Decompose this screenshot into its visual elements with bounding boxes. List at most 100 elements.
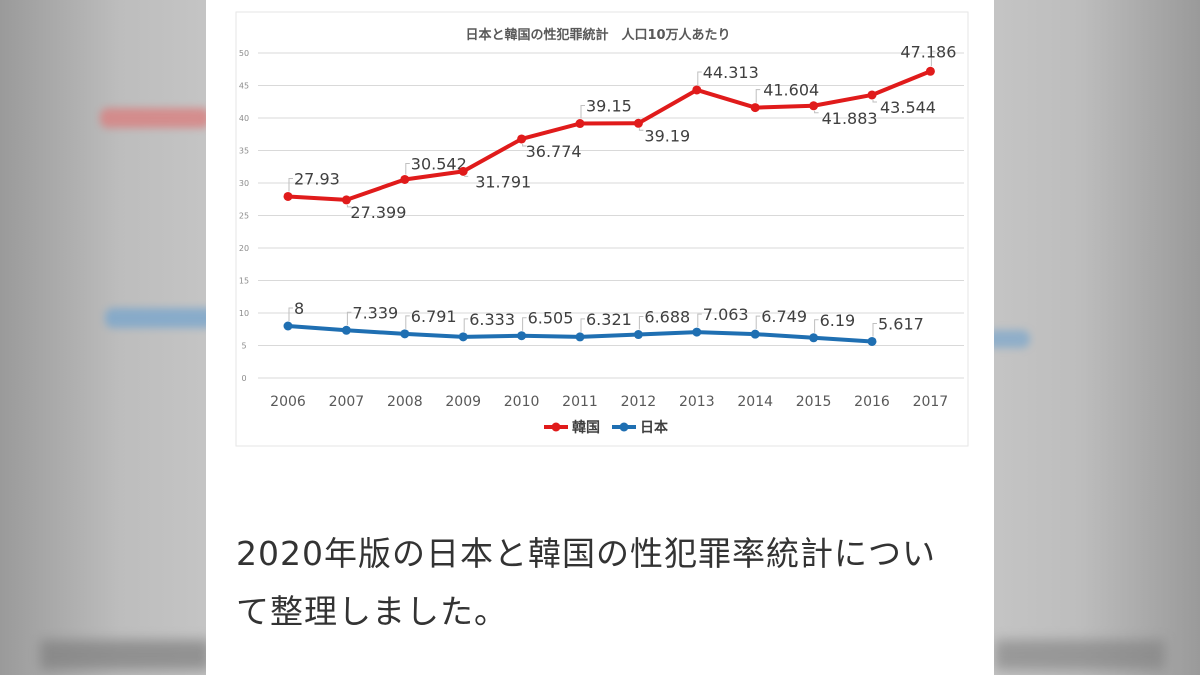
data-label: 27.399 — [350, 203, 406, 222]
data-label-leader — [638, 128, 644, 131]
data-point — [750, 103, 760, 113]
blurred-blue-line-right — [985, 330, 1030, 348]
data-point — [341, 195, 351, 205]
data-label-leader — [405, 315, 410, 329]
data-label-leader — [638, 316, 644, 330]
x-tick-label: 2016 — [854, 394, 890, 410]
data-label-leader — [872, 99, 877, 103]
data-label-leader — [522, 317, 527, 331]
data-point — [692, 327, 702, 337]
data-label-leader — [755, 89, 761, 103]
data-label-leader — [814, 110, 819, 114]
y-tick-label: 10 — [239, 309, 249, 318]
x-tick-label: 2007 — [329, 394, 365, 410]
y-tick-label: 5 — [241, 342, 246, 351]
data-label: 6.791 — [411, 307, 457, 326]
data-label: 44.313 — [703, 63, 759, 82]
data-point — [750, 329, 760, 339]
data-label-leader — [580, 318, 585, 332]
data-label-leader — [580, 105, 585, 119]
data-label-leader — [814, 319, 819, 333]
data-point — [400, 174, 410, 184]
chart-area — [235, 11, 969, 447]
data-point — [517, 134, 527, 144]
x-tick-label: 2008 — [387, 394, 423, 410]
data-label-leader — [346, 311, 352, 326]
data-label: 6.19 — [820, 311, 856, 330]
data-point — [925, 66, 935, 76]
article-caption: 2020年版の日本と韓国の性犯罪率統計について整理しました。 — [236, 534, 936, 631]
data-label-leader — [288, 307, 293, 321]
data-label: 41.883 — [822, 109, 878, 128]
data-point — [283, 321, 293, 331]
data-point — [809, 101, 819, 111]
data-label: 39.15 — [586, 97, 632, 116]
y-tick-label: 50 — [239, 49, 249, 58]
chart-title: 日本と韓国の性犯罪統計 人口10万人あたり — [465, 27, 730, 43]
data-point — [400, 329, 410, 339]
data-label: 6.688 — [644, 308, 690, 327]
y-tick-label: 0 — [241, 374, 246, 383]
data-label: 6.321 — [586, 310, 632, 329]
blurred-blue-line — [105, 308, 215, 328]
data-label: 6.333 — [469, 310, 515, 329]
data-label: 47.186 — [900, 42, 956, 61]
data-label: 6.505 — [528, 309, 574, 328]
data-label-leader — [522, 143, 527, 147]
data-label: 7.339 — [352, 303, 398, 322]
data-label-leader — [346, 204, 352, 208]
data-point — [809, 333, 819, 343]
data-label-leader — [288, 177, 293, 192]
y-tick-label: 40 — [239, 114, 249, 123]
x-axis-ticks: 2006 2007 2008 2009 2010 2011 2012 2013 2014 2015… — [270, 394, 948, 410]
data-label: 8 — [294, 299, 304, 318]
data-label-leader — [697, 313, 702, 328]
data-point — [283, 191, 293, 201]
data-label-leader — [930, 50, 936, 67]
x-tick-label: 2014 — [737, 394, 773, 410]
x-tick-label: 2017 — [913, 394, 949, 410]
content-card: 日本と韓国の性犯罪統計 人口10万人あたり 0 5 10 15 20 25 30 35 40 45… — [206, 0, 994, 675]
legend-marker — [551, 422, 561, 432]
y-tick-label: 15 — [239, 277, 249, 286]
data-label: 27.93 — [294, 169, 340, 188]
data-label: 39.19 — [644, 126, 690, 145]
data-label: 43.544 — [880, 98, 936, 117]
data-label: 31.791 — [475, 172, 531, 191]
data-label: 5.617 — [878, 314, 924, 333]
x-tick-label: 2012 — [621, 394, 657, 410]
legend: 韓国 日本 — [544, 419, 669, 436]
x-tick-label: 2015 — [796, 394, 832, 410]
x-tick-label: 2009 — [445, 394, 481, 410]
x-tick-label: 2010 — [504, 394, 540, 410]
blurred-caption-left — [40, 640, 210, 670]
y-axis-ticks: 0 5 10 15 20 25 30 35 40 45 50 — [239, 49, 249, 383]
line-chart: 日本と韓国の性犯罪統計 人口10万人あたり 0 5 10 15 20 25 30 35 40 45… — [235, 11, 969, 447]
y-tick-label: 20 — [239, 244, 249, 253]
data-point — [575, 332, 585, 342]
data-label: 41.604 — [763, 81, 819, 100]
data-label-leader — [463, 318, 469, 332]
data-label-leader — [405, 162, 410, 175]
data-label-leader — [755, 315, 761, 330]
data-label-leader — [697, 71, 702, 85]
y-tick-label: 30 — [239, 179, 249, 188]
x-tick-label: 2013 — [679, 394, 715, 410]
legend-label: 韓国 — [572, 419, 600, 436]
blurred-red-line — [100, 108, 210, 128]
gridlines — [258, 52, 964, 379]
data-point — [633, 330, 643, 340]
data-label: 7.063 — [703, 305, 749, 324]
data-point — [517, 331, 527, 341]
y-tick-label: 45 — [239, 82, 249, 91]
data-label: 36.774 — [526, 142, 582, 161]
x-tick-label: 2006 — [270, 394, 306, 410]
legend-marker — [619, 422, 629, 432]
y-tick-label: 25 — [239, 212, 249, 221]
data-point — [867, 90, 877, 100]
y-tick-label: 35 — [239, 147, 249, 156]
data-label: 6.749 — [761, 307, 807, 326]
blurred-caption-right — [995, 640, 1165, 670]
data-point — [867, 336, 877, 346]
series-group: 27.93 27.399 30.542 31.791 36.774 39.15 39.19 4… — [283, 42, 956, 346]
